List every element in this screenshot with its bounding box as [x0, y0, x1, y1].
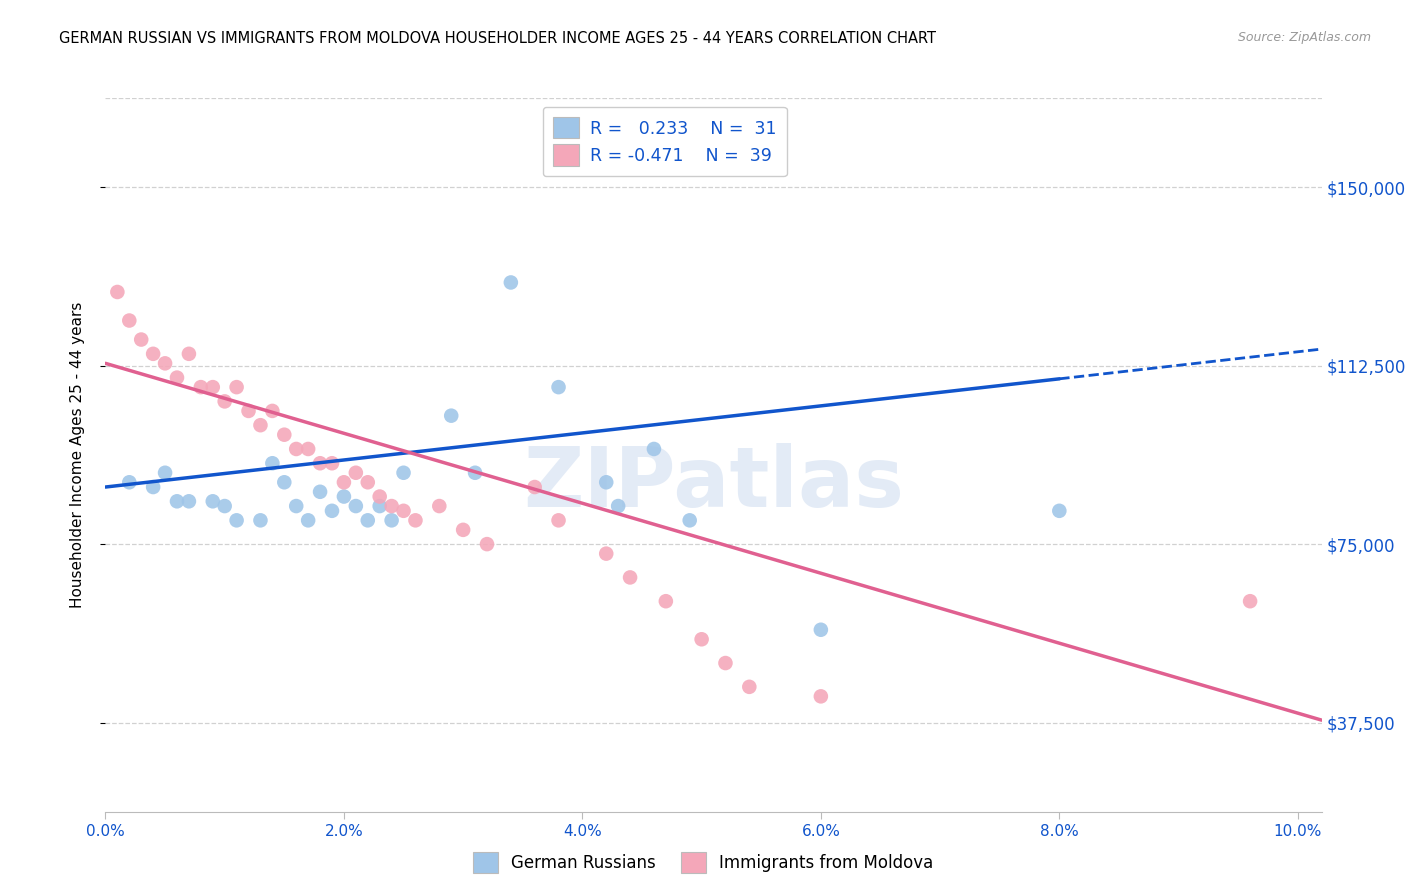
Point [321, 504, 343, 518]
Point [392, 466, 415, 480]
Point [679, 513, 702, 527]
Point [357, 475, 380, 490]
Point [381, 513, 404, 527]
Point [225, 380, 247, 394]
Point [262, 404, 284, 418]
Text: ZIPatlas: ZIPatlas [523, 443, 904, 524]
Point [619, 570, 641, 584]
Point [595, 475, 617, 490]
Point [404, 513, 426, 527]
Point [214, 394, 236, 409]
Point [714, 656, 737, 670]
Point [238, 404, 260, 418]
Point [105, 285, 128, 299]
Point [368, 490, 391, 504]
Point [201, 380, 224, 394]
Point [297, 442, 319, 456]
Point [190, 380, 212, 394]
Point [309, 456, 332, 470]
Point [547, 513, 569, 527]
Point [499, 276, 522, 290]
Point [333, 490, 356, 504]
Point [225, 513, 247, 527]
Legend: German Russians, Immigrants from Moldova: German Russians, Immigrants from Moldova [465, 846, 941, 880]
Point [118, 313, 141, 327]
Point [810, 690, 832, 704]
Point [142, 480, 165, 494]
Y-axis label: Householder Income Ages 25 - 44 years: Householder Income Ages 25 - 44 years [70, 301, 84, 608]
Point [153, 356, 176, 370]
Point [309, 484, 332, 499]
Point [129, 333, 152, 347]
Point [451, 523, 474, 537]
Point [321, 456, 343, 470]
Point [357, 513, 380, 527]
Text: GERMAN RUSSIAN VS IMMIGRANTS FROM MOLDOVA HOUSEHOLDER INCOME AGES 25 - 44 YEARS : GERMAN RUSSIAN VS IMMIGRANTS FROM MOLDOV… [59, 31, 936, 46]
Point [475, 537, 498, 551]
Point [177, 347, 200, 361]
Point [166, 494, 188, 508]
Point [810, 623, 832, 637]
Point [523, 480, 546, 494]
Point [607, 499, 630, 513]
Point [1239, 594, 1261, 608]
Point [368, 499, 391, 513]
Point [464, 466, 486, 480]
Point [273, 427, 295, 442]
Point [333, 475, 356, 490]
Point [166, 370, 188, 384]
Point [738, 680, 761, 694]
Point [427, 499, 450, 513]
Point [595, 547, 617, 561]
Point [344, 499, 367, 513]
Point [177, 494, 200, 508]
Point [249, 418, 271, 433]
Point [153, 466, 176, 480]
Point [214, 499, 236, 513]
Point [1047, 504, 1070, 518]
Point [273, 475, 295, 490]
Legend: R =   0.233    N =  31, R = -0.471    N =  39: R = 0.233 N = 31, R = -0.471 N = 39 [543, 107, 787, 176]
Point [643, 442, 665, 456]
Text: Source: ZipAtlas.com: Source: ZipAtlas.com [1237, 31, 1371, 45]
Point [262, 456, 284, 470]
Point [547, 380, 569, 394]
Point [285, 442, 308, 456]
Point [381, 499, 404, 513]
Point [201, 494, 224, 508]
Point [285, 499, 308, 513]
Point [142, 347, 165, 361]
Point [440, 409, 463, 423]
Point [249, 513, 271, 527]
Point [118, 475, 141, 490]
Point [392, 504, 415, 518]
Point [690, 632, 713, 647]
Point [297, 513, 319, 527]
Point [344, 466, 367, 480]
Point [655, 594, 678, 608]
